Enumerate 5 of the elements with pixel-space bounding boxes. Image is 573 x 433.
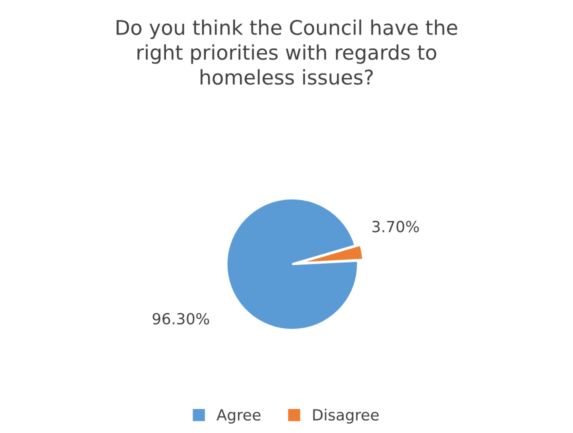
chart-title: Do you think the Council have the right priorities with regards to homeless issues? — [116, 19, 458, 85]
legend-label: Disagree — [313, 408, 379, 424]
data-label: 3.70% — [372, 220, 419, 232]
data-label: 96.30% — [152, 312, 210, 325]
legend-label: Agree — [216, 409, 260, 424]
